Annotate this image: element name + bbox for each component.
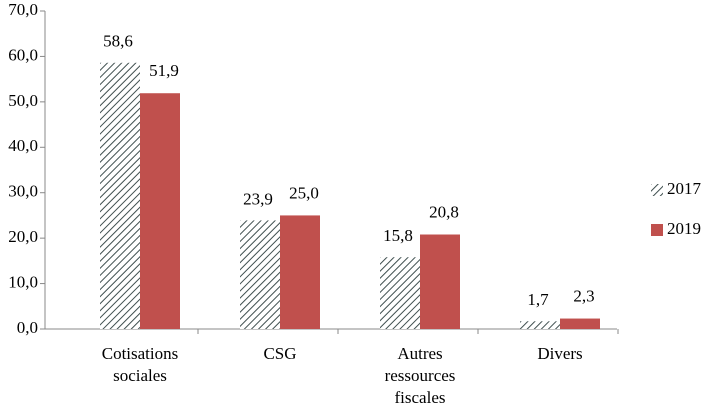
y-tick-label: 50,0: [8, 91, 38, 110]
y-tick-label: 10,0: [8, 272, 38, 291]
legend-label: 2017: [667, 179, 702, 198]
y-tick-label: 70,0: [8, 0, 38, 19]
bar: [280, 215, 320, 329]
value-label: 23,9: [243, 189, 273, 208]
y-tick-label: 30,0: [8, 182, 38, 201]
bar: [520, 321, 560, 329]
bar: [100, 62, 140, 329]
value-label: 2,3: [573, 286, 594, 305]
y-tick-label: 60,0: [8, 45, 38, 64]
value-label: 20,8: [429, 202, 459, 221]
bar: [380, 257, 420, 329]
legend-swatch: [651, 184, 663, 196]
value-label: 15,8: [383, 226, 413, 245]
y-tick-label: 0,0: [17, 318, 38, 337]
y-tick-label: 40,0: [8, 136, 38, 155]
value-label: 51,9: [149, 61, 179, 80]
legend-label: 2019: [667, 219, 701, 238]
x-tick-label: Cotisations sociales: [101, 344, 179, 385]
value-label: 1,7: [527, 290, 549, 309]
value-label: 25,0: [289, 183, 319, 202]
x-tick-label: CSG: [263, 344, 297, 363]
y-tick-label: 20,0: [8, 227, 38, 246]
legend-swatch: [651, 224, 663, 236]
bar: [140, 93, 180, 330]
bar: [560, 318, 600, 329]
bar: [420, 234, 460, 329]
x-tick-label: Divers: [537, 344, 583, 363]
value-label: 58,6: [103, 32, 133, 51]
bar: [240, 220, 280, 329]
x-tick-label: Autres ressources fiscales: [384, 344, 456, 407]
